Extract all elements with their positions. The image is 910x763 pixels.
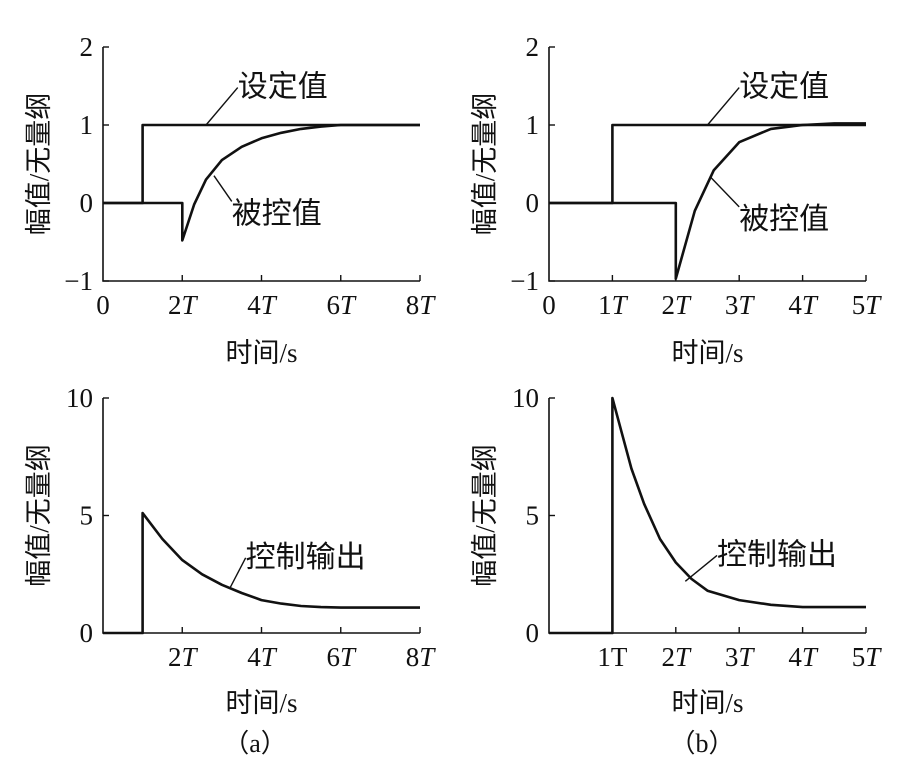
- series-line-a-top-0: [103, 123, 420, 205]
- y-tick-label-b-bottom-0: 10: [512, 383, 539, 413]
- series-line-b-bottom-0: [549, 396, 866, 635]
- y-axis-label-a-top: 幅值/无量纲: [24, 93, 54, 236]
- y-tick-label-b-bottom-2: 0: [526, 618, 540, 648]
- annotation-leader-b-top-0: [706, 87, 740, 126]
- panel-b-caption: （b）: [669, 729, 734, 758]
- x-axis-label-b-top: 时间/s: [671, 338, 743, 368]
- y-tick-label-b-top-2: 0: [526, 188, 540, 218]
- x-tick-label-b-top-3: 3T: [725, 290, 756, 320]
- annotation-leader-a-top-1: [213, 175, 233, 202]
- x-tick-label-b-bottom-1: 2T: [662, 642, 693, 672]
- x-tick-label-b-top-2: 2T: [662, 290, 693, 320]
- y-tick-label-a-bottom-2: 0: [80, 618, 94, 648]
- annotation-leader-a-bottom-0: [229, 557, 247, 589]
- x-tick-label-a-top-4: 8T: [406, 290, 437, 320]
- annotation-label-b-bottom-0: 控制输出: [717, 538, 837, 571]
- annotation-label-a-bottom-0: 控制输出: [246, 541, 366, 574]
- x-tick-label-a-bottom-1: 4T: [247, 642, 278, 672]
- x-tick-label-a-bottom-0: 2T: [168, 642, 199, 672]
- y-tick-label-b-top-1: 1: [526, 110, 540, 140]
- y-axis-label-b-bottom: 幅值/无量纲: [470, 444, 500, 587]
- annotation-leader-b-top-1: [710, 176, 740, 208]
- x-tick-label-b-top-4: 4T: [788, 290, 819, 320]
- x-axis-label-a-bottom: 时间/s: [225, 688, 297, 718]
- y-tick-label-b-bottom-1: 5: [526, 501, 540, 531]
- x-tick-label-b-bottom-3: 4T: [788, 642, 819, 672]
- y-axis-label-b-top: 幅值/无量纲: [470, 93, 500, 236]
- y-tick-label-a-bottom-1: 5: [80, 501, 94, 531]
- x-tick-label-a-bottom-2: 6T: [326, 642, 357, 672]
- annotation-label-a-top-1: 被控值: [232, 197, 322, 230]
- annotation-leader-b-bottom-0: [684, 554, 718, 582]
- x-tick-label-a-top-2: 4T: [247, 290, 278, 320]
- x-axis-label-a-top: 时间/s: [225, 338, 297, 368]
- y-tick-label-a-top-3: −1: [64, 266, 93, 296]
- annotation-label-b-top-0: 设定值: [739, 71, 829, 104]
- panel-a-caption: （a）: [223, 729, 287, 758]
- annotation-label-a-top-0: 设定值: [238, 71, 328, 104]
- x-tick-label-b-top-5: 5T: [852, 290, 883, 320]
- x-tick-label-b-top-1: 1T: [598, 290, 629, 320]
- y-tick-label-a-bottom-0: 10: [66, 383, 93, 413]
- axes-b-bottom: [548, 398, 866, 634]
- x-tick-label-b-bottom-0: 1T: [597, 642, 628, 672]
- x-tick-label-b-top-0: 0: [542, 290, 556, 320]
- x-tick-label-a-top-3: 6T: [326, 290, 357, 320]
- x-tick-label-b-bottom-4: 5T: [852, 642, 883, 672]
- axes-a-bottom: [102, 398, 420, 634]
- y-tick-label-a-top-2: 0: [80, 188, 94, 218]
- y-tick-label-a-top-0: 2: [80, 32, 94, 62]
- series-line-a-top-1: [103, 123, 420, 242]
- x-tick-label-b-bottom-2: 3T: [725, 642, 756, 672]
- y-tick-label-b-top-0: 2: [526, 32, 540, 62]
- y-tick-label-b-top-3: −1: [510, 266, 539, 296]
- series-line-a-bottom-0: [103, 511, 420, 635]
- series-line-b-top-0: [549, 123, 866, 205]
- annotation-label-b-top-1: 被控值: [739, 203, 829, 236]
- annotation-leader-a-top-0: [205, 87, 239, 126]
- x-tick-label-a-bottom-3: 8T: [406, 642, 437, 672]
- series-line-b-top-1: [549, 122, 866, 281]
- x-tick-label-a-top-1: 2T: [168, 290, 199, 320]
- y-axis-label-a-bottom: 幅值/无量纲: [24, 444, 54, 587]
- x-axis-label-b-bottom: 时间/s: [671, 688, 743, 718]
- x-tick-label-a-top-0: 0: [96, 290, 110, 320]
- y-tick-label-a-top-1: 1: [80, 110, 94, 140]
